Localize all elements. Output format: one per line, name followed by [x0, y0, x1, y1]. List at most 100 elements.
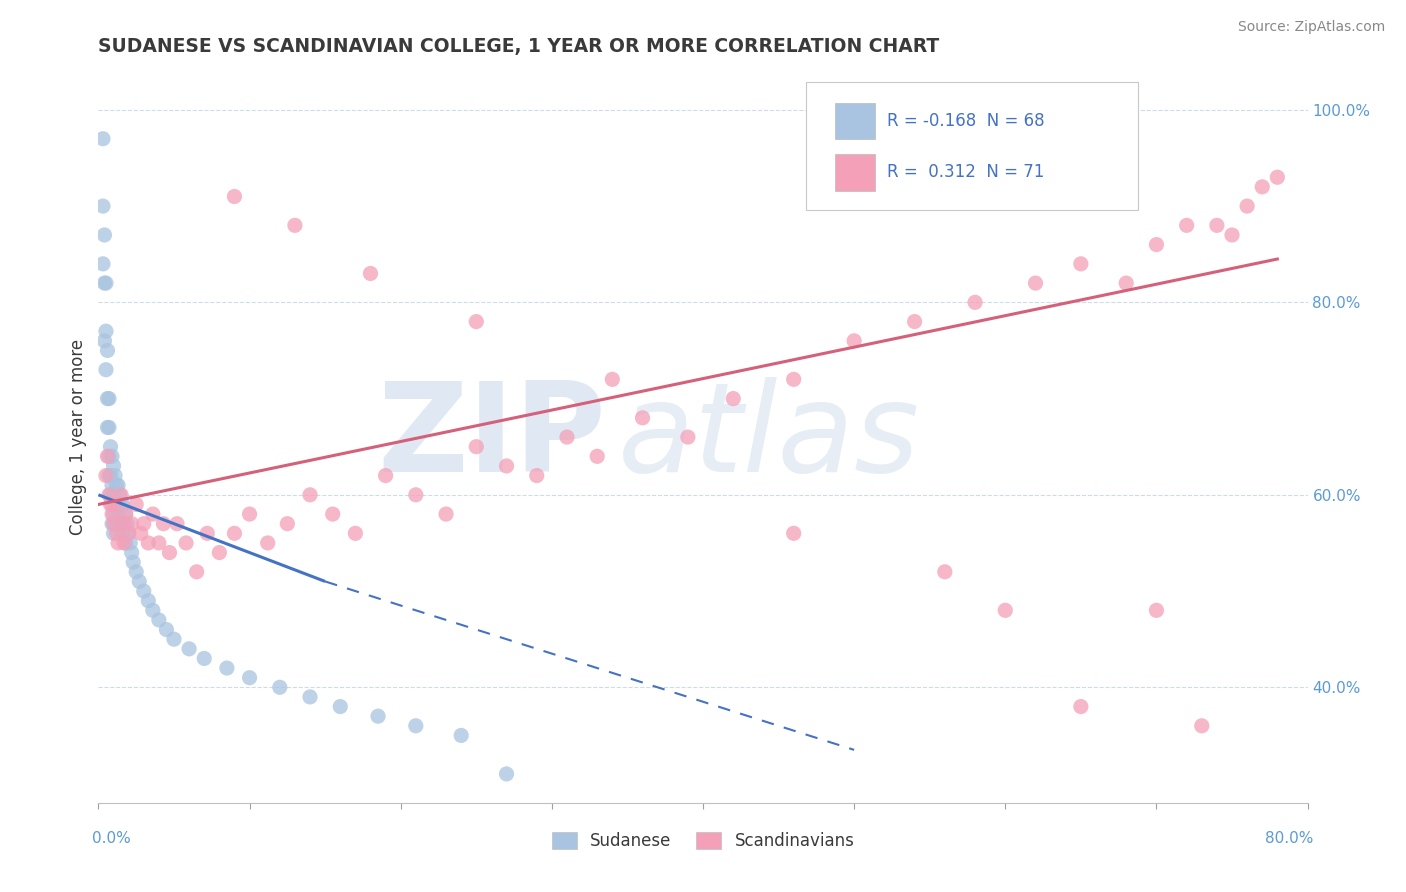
Point: [1175, 219, 1198, 233]
Point: [465, 315, 488, 329]
Point: [93, 334, 115, 348]
Point: [450, 728, 472, 742]
Point: [360, 267, 382, 281]
Point: [105, 498, 128, 512]
Point: [239, 671, 262, 685]
Point: [783, 526, 806, 541]
Point: [103, 458, 125, 473]
Point: [186, 565, 208, 579]
Point: [152, 516, 174, 531]
Point: [111, 498, 134, 512]
Point: [586, 450, 609, 464]
Point: [114, 507, 136, 521]
Point: [934, 565, 956, 579]
Point: [374, 468, 396, 483]
Text: R =  0.312  N = 71: R = 0.312 N = 71: [887, 163, 1045, 181]
Point: [994, 603, 1017, 617]
Point: [1070, 257, 1092, 271]
Point: [110, 498, 132, 512]
Point: [132, 516, 155, 531]
Point: [121, 516, 143, 531]
Point: [166, 516, 188, 531]
Legend: Sudanese, Scandinavians: Sudanese, Scandinavians: [546, 825, 860, 856]
Point: [405, 719, 427, 733]
Point: [104, 498, 127, 512]
Point: [105, 526, 128, 541]
Point: [112, 536, 135, 550]
Point: [526, 468, 548, 483]
Point: [1024, 276, 1046, 290]
Point: [94, 276, 117, 290]
Point: [94, 362, 117, 376]
Point: [107, 507, 129, 521]
Y-axis label: College, 1 year or more: College, 1 year or more: [69, 339, 87, 535]
Point: [100, 468, 122, 483]
Point: [155, 623, 177, 637]
Point: [136, 593, 159, 607]
Point: [114, 536, 136, 550]
Point: [96, 450, 118, 464]
Point: [125, 498, 148, 512]
Point: [1191, 719, 1213, 733]
Point: [93, 276, 115, 290]
Point: [120, 536, 142, 550]
Point: [132, 584, 155, 599]
Point: [1267, 170, 1289, 185]
Point: [107, 536, 129, 550]
Point: [1236, 199, 1258, 213]
Point: [111, 516, 134, 531]
Point: [101, 507, 124, 521]
Point: [128, 574, 150, 589]
Point: [91, 132, 114, 146]
Point: [108, 516, 131, 531]
Point: [93, 227, 115, 242]
Point: [105, 516, 128, 531]
Point: [163, 632, 186, 647]
Point: [1115, 276, 1137, 290]
Point: [98, 488, 121, 502]
Text: R = -0.168  N = 68: R = -0.168 N = 68: [887, 112, 1045, 130]
Point: [224, 526, 246, 541]
Text: Source: ZipAtlas.com: Source: ZipAtlas.com: [1237, 20, 1385, 34]
Point: [602, 372, 624, 386]
Point: [115, 516, 138, 531]
Point: [179, 641, 201, 656]
Point: [329, 699, 352, 714]
Point: [98, 392, 121, 406]
Point: [110, 516, 132, 531]
Point: [103, 526, 125, 541]
Point: [405, 488, 427, 502]
Point: [193, 651, 215, 665]
Point: [94, 468, 117, 483]
Point: [142, 603, 165, 617]
Point: [434, 507, 457, 521]
Point: [1206, 219, 1229, 233]
Point: [94, 324, 117, 338]
Point: [98, 468, 121, 483]
Point: [91, 199, 114, 213]
Point: [299, 690, 322, 704]
Text: atlas: atlas: [619, 376, 921, 498]
Point: [159, 545, 181, 559]
Point: [195, 526, 218, 541]
Point: [96, 420, 118, 434]
Point: [495, 458, 517, 473]
Point: [121, 545, 143, 559]
Point: [631, 410, 654, 425]
Point: [322, 507, 344, 521]
Point: [276, 516, 298, 531]
Point: [118, 526, 141, 541]
Point: [107, 478, 129, 492]
Point: [148, 613, 170, 627]
Point: [1144, 603, 1167, 617]
Point: [105, 478, 128, 492]
Point: [844, 334, 866, 348]
Point: [114, 507, 136, 521]
Point: [91, 257, 114, 271]
Point: [284, 219, 307, 233]
Point: [111, 526, 134, 541]
FancyBboxPatch shape: [835, 154, 875, 191]
FancyBboxPatch shape: [806, 82, 1139, 211]
Point: [129, 526, 152, 541]
Point: [148, 536, 170, 550]
